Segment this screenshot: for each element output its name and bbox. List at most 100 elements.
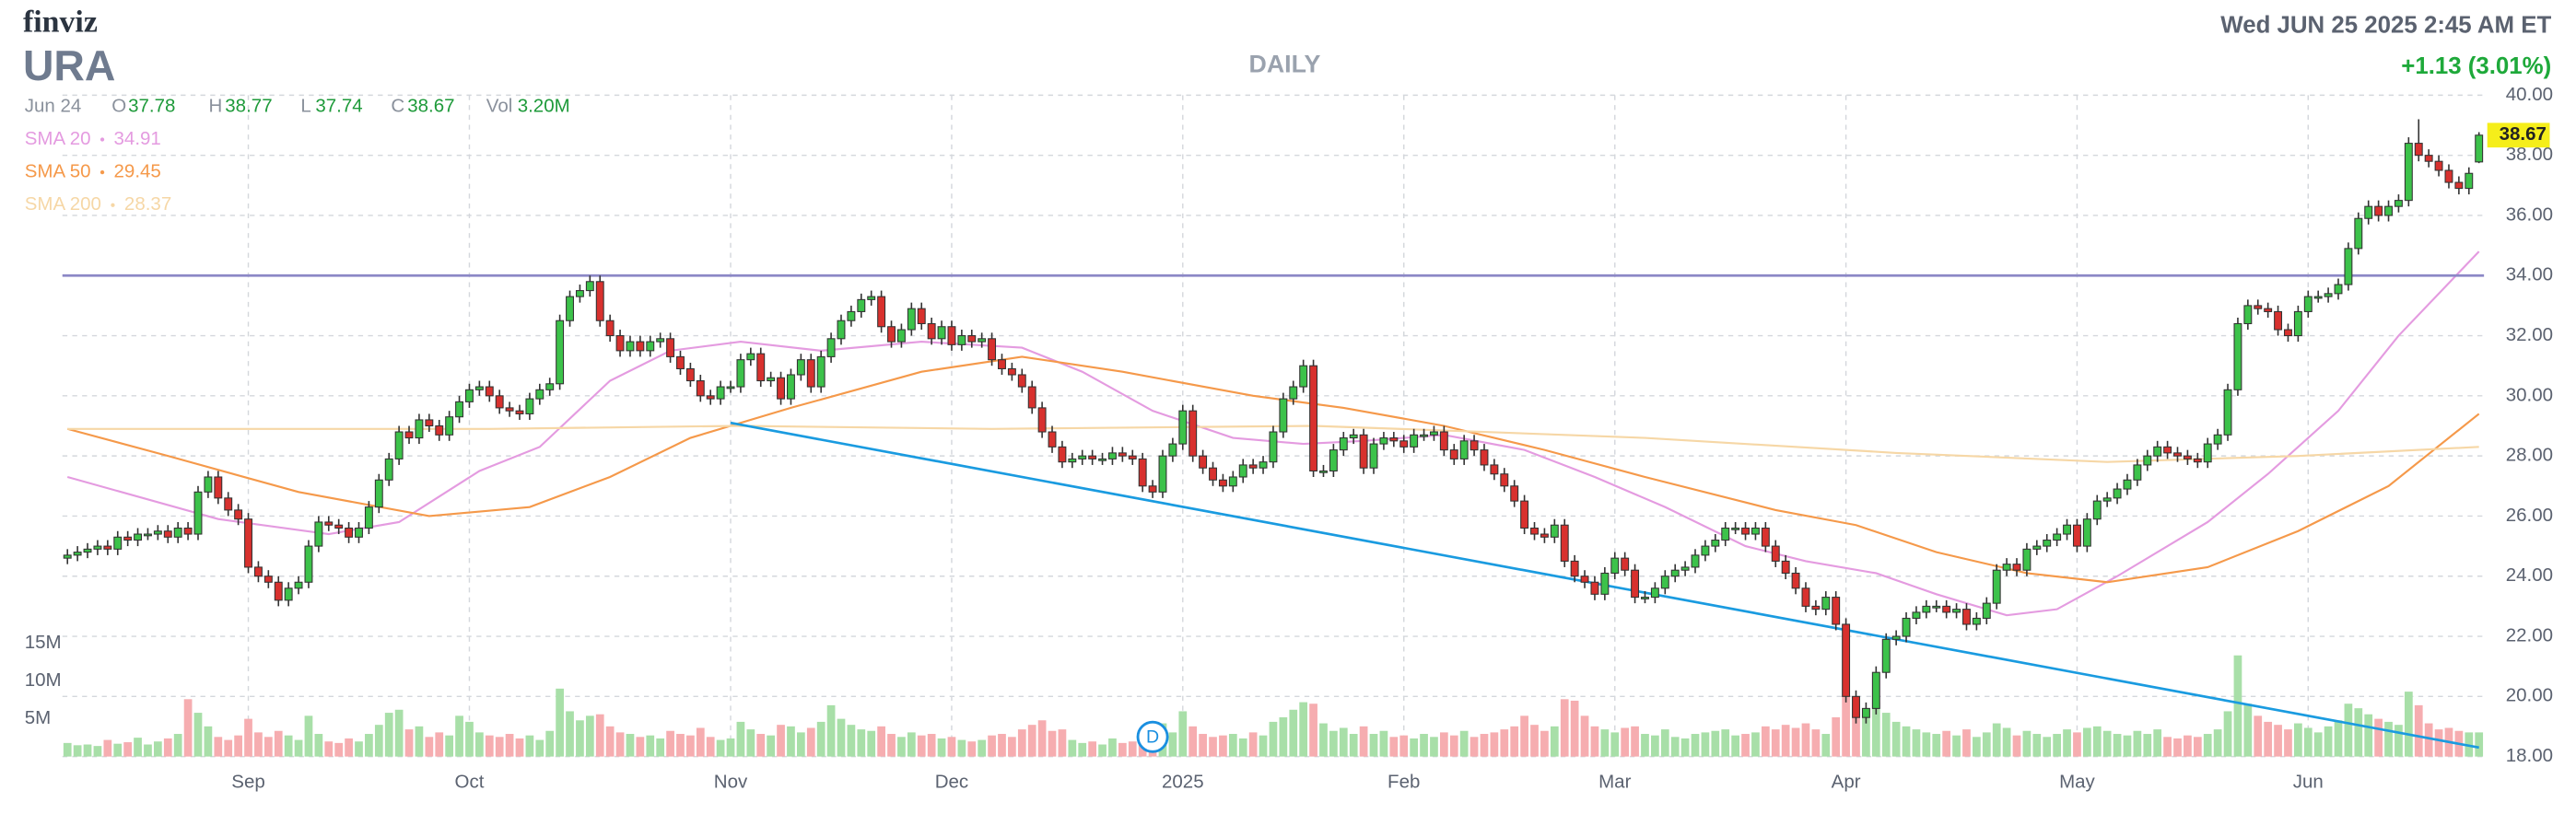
volume-bar — [2344, 704, 2353, 757]
candle-body — [1248, 464, 1258, 469]
candle-body — [1891, 635, 1901, 640]
volume-bar — [1832, 716, 1841, 757]
candle-body — [144, 533, 152, 537]
candle-body — [1610, 557, 1620, 575]
volume-bar — [847, 725, 856, 757]
candle-body — [1178, 410, 1188, 445]
candle-body — [927, 322, 936, 340]
candle-body — [545, 383, 555, 390]
price-tag — [2487, 122, 2550, 148]
candle-body — [2243, 305, 2253, 325]
candle-body — [1680, 566, 1690, 571]
candle-body — [505, 407, 514, 412]
candle-body — [615, 335, 625, 352]
volume-bar — [585, 715, 594, 757]
volume-bar — [756, 734, 766, 757]
candle-body — [1660, 576, 1669, 589]
candle-body — [1048, 431, 1057, 448]
candle-body — [1881, 638, 1891, 673]
y-tick-label: 30.00 — [2506, 384, 2553, 405]
volume-bar — [837, 718, 846, 757]
candle-body — [1228, 476, 1237, 487]
candle-body — [1932, 605, 1941, 609]
sma-line — [66, 355, 2480, 584]
quote-value: 37.78 — [128, 95, 175, 116]
candle-body — [816, 355, 825, 388]
volume-bar — [656, 738, 665, 757]
candle-body — [837, 320, 846, 340]
candle-body — [1329, 449, 1338, 472]
volume-bar — [2223, 711, 2232, 757]
volume-bar — [404, 729, 414, 757]
candle-body — [1218, 479, 1227, 487]
volume-bar — [204, 726, 213, 757]
x-tick-label: Apr — [1832, 772, 1861, 793]
candle-body — [2163, 446, 2172, 454]
candle-body — [224, 497, 233, 511]
volume-bar — [2043, 737, 2052, 757]
volume-bar — [806, 727, 815, 757]
candle-body — [1449, 449, 1458, 459]
volume-bar — [1459, 730, 1469, 757]
candle-body — [1560, 524, 1569, 562]
candle-body — [1691, 554, 1700, 568]
volume-tick-label: 10M — [25, 669, 62, 691]
volume-bar — [767, 735, 776, 757]
volume-bar — [415, 726, 424, 757]
candle-body — [2203, 443, 2212, 463]
candle-body — [1148, 485, 1157, 493]
volume-bar — [1560, 699, 1569, 757]
volume-bar — [2012, 735, 2021, 757]
volume-bar — [746, 729, 755, 757]
volume-bar — [777, 725, 785, 757]
candle-body — [1359, 434, 1368, 469]
volume-bar — [1037, 720, 1047, 757]
candle-body — [947, 326, 956, 345]
volume-bar — [183, 699, 193, 757]
volume-bar — [2092, 726, 2102, 757]
volume-bar — [1711, 730, 1720, 757]
candle-body — [1158, 455, 1167, 493]
volume-bar — [1811, 729, 1821, 757]
candle-body — [1199, 455, 1208, 469]
candle-body — [1168, 443, 1177, 457]
candle-body — [1068, 458, 1077, 463]
volume-bar — [1068, 739, 1077, 757]
candle-body — [957, 335, 966, 345]
legend-separator — [111, 203, 115, 207]
volume-bar — [967, 741, 977, 757]
event-label: D — [1146, 727, 1159, 747]
volume-bar — [1248, 732, 1258, 757]
candle-body — [415, 419, 424, 439]
volume-bar — [1550, 726, 1559, 757]
candle-body — [304, 545, 313, 583]
candle-body — [1469, 440, 1479, 451]
volume-tick-label: 5M — [25, 707, 51, 728]
volume-bar — [214, 737, 223, 757]
volume-bar — [1188, 726, 1198, 757]
candle-body — [294, 581, 303, 589]
legend-separator — [100, 169, 105, 175]
candle-body — [1078, 455, 1087, 459]
candle-body — [214, 476, 223, 499]
quote-value: 37.74 — [315, 95, 362, 116]
volume-bar — [2434, 729, 2443, 757]
volume-bar — [636, 737, 645, 757]
volume-bar — [173, 734, 182, 757]
candle-body — [1711, 540, 1720, 547]
candle-body — [1670, 569, 1680, 577]
candle-body — [2102, 497, 2112, 502]
volume-bar — [193, 713, 203, 757]
logo[interactable]: finviz — [23, 6, 98, 40]
candle-body — [1410, 434, 1419, 448]
volume-bar — [2193, 737, 2202, 757]
candle-body — [1631, 569, 1640, 599]
y-tick-label: 32.00 — [2506, 324, 2553, 345]
candle-body — [324, 521, 334, 526]
candle-body — [978, 338, 987, 343]
candle-body — [103, 545, 112, 550]
candle-body — [877, 296, 886, 328]
volume-bar — [2163, 737, 2172, 757]
candle-body — [998, 359, 1006, 369]
volume-bar — [2324, 726, 2333, 757]
